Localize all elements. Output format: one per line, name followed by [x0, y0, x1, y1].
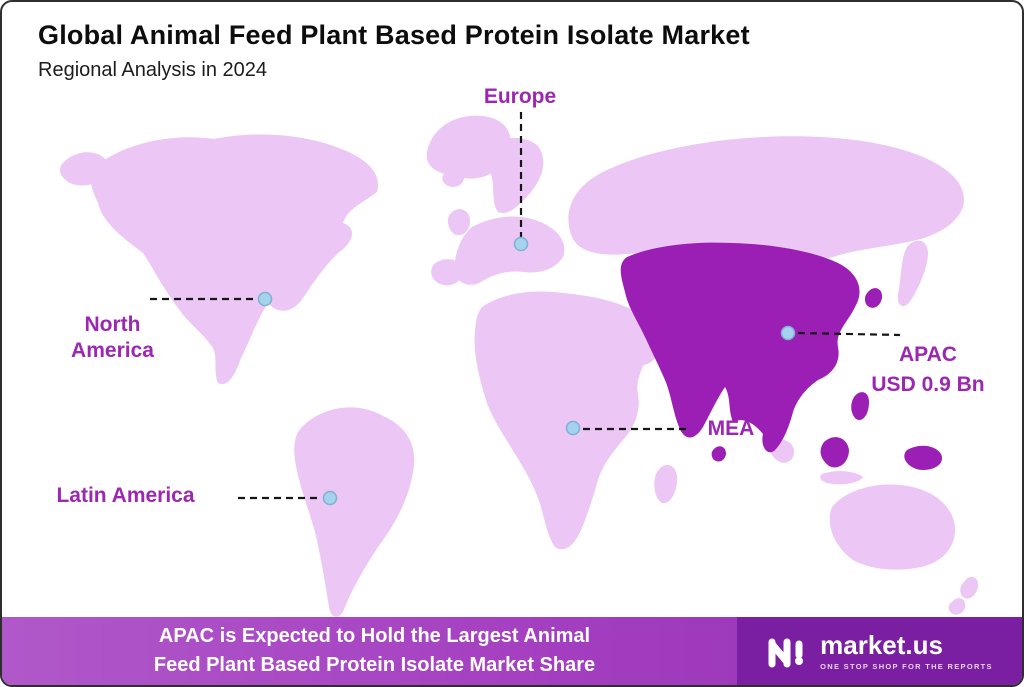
marketus-logo-icon: [768, 638, 804, 668]
header: Global Animal Feed Plant Based Protein I…: [38, 20, 750, 82]
region-java-shape: [820, 471, 863, 485]
region-new-guinea-shape: [904, 445, 943, 470]
marker-latin-america: [322, 490, 338, 506]
region-uk-shape: [447, 209, 471, 236]
region-apac-shape: [620, 242, 860, 453]
leader-line-apac: [797, 331, 901, 337]
region-iberia-shape: [431, 259, 464, 286]
banner-line-1: APAC is Expected to Hold the Largest Ani…: [158, 625, 591, 647]
region-africa-shape: [474, 291, 654, 550]
region-new-zealand-shape: [960, 576, 979, 599]
region-madagascar-shape: [654, 464, 678, 504]
region-south-america-shape: [294, 407, 415, 617]
region-label-mea: MEA: [707, 417, 755, 440]
region-label-apac-value: USD 0.9 Bn: [871, 373, 985, 397]
region-europe-shape: [454, 216, 565, 285]
leader-lines: [150, 112, 901, 500]
page-title: Global Animal Feed Plant Based Protein I…: [38, 20, 750, 50]
logo-name: market.us: [820, 629, 943, 660]
region-australia-shape: [829, 484, 956, 570]
region-new-zealand-south-shape: [948, 598, 966, 615]
logo-tagline: ONE STOP SHOP FOR THE REPORTS: [820, 661, 993, 671]
brand-logo: market.us ONE STOP SHOP FOR THE REPORTS: [737, 617, 1022, 685]
region-japan-shape: [897, 240, 928, 306]
region-label-apac: APAC USD 0.9 Bn: [858, 342, 998, 399]
region-label-latin-america: Latin America: [56, 484, 195, 507]
region-label-europe: Europe: [483, 85, 557, 108]
map-markers: [257, 236, 796, 506]
region-iceland-shape: [442, 169, 465, 187]
region-korea-shape: [864, 288, 883, 308]
region-sri-lanka-shape: [711, 446, 726, 462]
bottom-banner: APAC is Expected to Hold the Largest Ani…: [2, 617, 1022, 685]
marker-north-america: [257, 291, 273, 307]
logo-text-block: market.us ONE STOP SHOP FOR THE REPORTS: [820, 632, 993, 671]
banner-line-2: Feed Plant Based Protein Isolate Market …: [153, 654, 596, 676]
region-north-america-shape: [90, 134, 379, 385]
marker-apac: [780, 325, 796, 341]
banner-text: APAC is Expected to Hold the Largest Ani…: [2, 622, 737, 680]
region-borneo-shape: [820, 437, 849, 468]
region-philippines-shape: [851, 392, 869, 420]
region-label-apac-name: APAC: [899, 343, 957, 366]
region-scandinavia-shape: [481, 137, 544, 214]
region-label-north-america: North America: [71, 313, 154, 363]
page-subtitle: Regional Analysis in 2024: [38, 59, 268, 81]
region-russia-shape: [568, 136, 964, 263]
marker-mea: [565, 420, 581, 436]
marker-europe: [513, 236, 529, 252]
